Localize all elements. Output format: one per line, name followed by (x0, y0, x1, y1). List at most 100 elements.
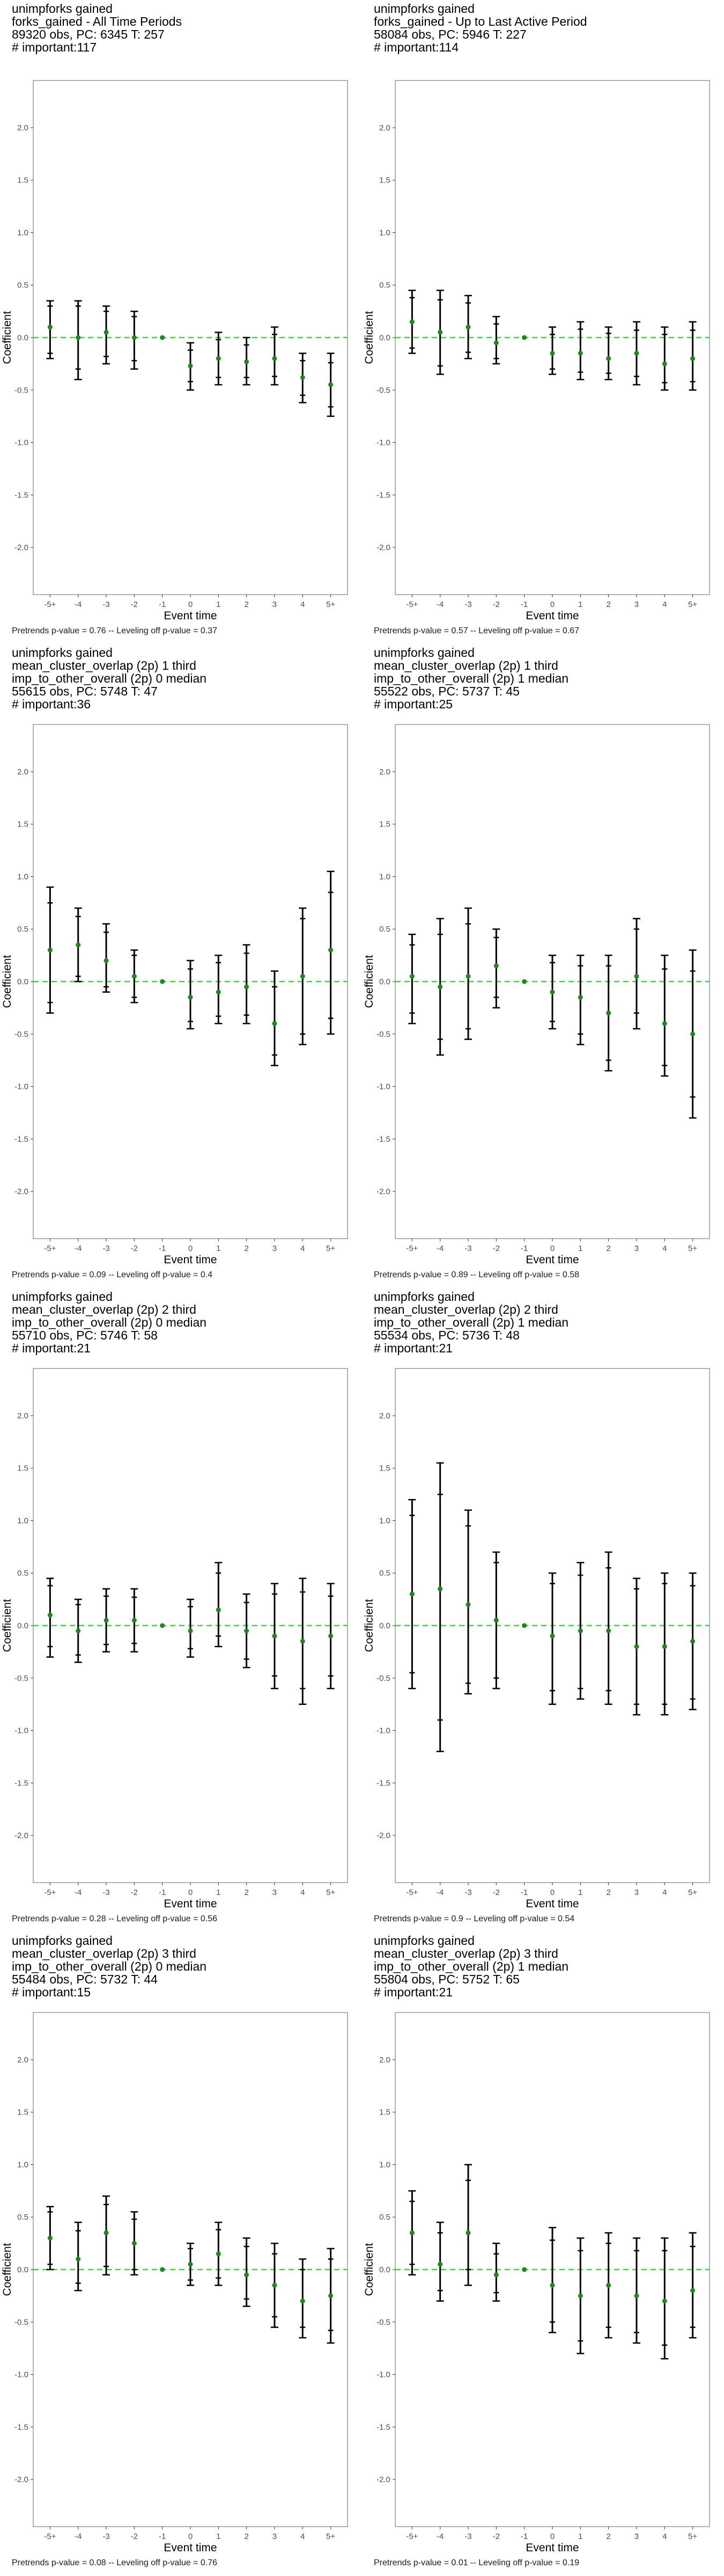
point-estimate (578, 2293, 583, 2299)
x-tick-label: -5+ (44, 1888, 56, 1897)
chart-title-line: unimpforks gained (374, 646, 475, 660)
x-tick-label: 4 (662, 2532, 667, 2541)
x-tick-label: 3 (272, 1888, 277, 1897)
chart-title-line: 55804 obs, PC: 5752 T: 65 (374, 1972, 520, 1986)
x-tick-label: 5+ (688, 1244, 697, 1253)
x-axis-title: Event time (526, 2542, 579, 2554)
y-tick-label: -2.0 (376, 2475, 390, 2484)
point-estimate (272, 1634, 277, 1639)
y-tick-label: 0.5 (379, 281, 390, 290)
point-estimate (493, 1618, 499, 1623)
x-tick-label: -2 (131, 1888, 138, 1897)
p-value-caption: Pretrends p-value = 0.89 -- Leveling off… (374, 1270, 579, 1279)
point-estimate (328, 2293, 334, 2299)
chart-title-line: imp_to_other_overall (2p) 1 median (374, 1315, 568, 1329)
x-tick-label: -4 (75, 1888, 82, 1897)
point-estimate (76, 2256, 81, 2262)
y-tick-label: 0.5 (379, 925, 390, 934)
x-tick-label: 2 (244, 2532, 248, 2541)
point-estimate (76, 1628, 81, 1634)
y-tick-label: -0.5 (14, 1030, 28, 1039)
x-tick-label: -5+ (406, 2532, 418, 2541)
point-estimate (409, 974, 415, 979)
chart-title-line: imp_to_other_overall (2p) 1 median (374, 1959, 568, 1973)
y-tick-label: 0.5 (17, 925, 28, 934)
point-estimate (188, 363, 193, 369)
x-tick-label: -4 (75, 1244, 82, 1253)
chart-title-line: 55615 obs, PC: 5748 T: 47 (12, 684, 158, 698)
coefficient-plot: unimpforks gained mean_cluster_overlap (2… (362, 644, 724, 1288)
point-estimate (104, 958, 109, 963)
y-tick-label: 1.5 (17, 820, 28, 829)
point-estimate (300, 2299, 305, 2304)
x-tick-label: -5+ (44, 2532, 56, 2541)
x-tick-label: -5+ (406, 1888, 418, 1897)
chart-title-line: # important:15 (12, 1985, 91, 1999)
x-tick-label: 0 (188, 1244, 193, 1253)
y-tick-label: -1.0 (376, 438, 390, 448)
p-value-caption: Pretrends p-value = 0.28 -- Leveling off… (12, 1914, 217, 1923)
x-tick-label: -2 (493, 600, 500, 609)
x-tick-label: 4 (662, 1244, 667, 1253)
y-tick-label: 1.5 (17, 176, 28, 185)
x-tick-label: -5+ (406, 600, 418, 609)
y-tick-label: 1.0 (379, 872, 390, 881)
point-estimate (690, 356, 696, 361)
x-tick-label: 2 (244, 600, 248, 609)
y-tick-label: 1.5 (379, 820, 390, 829)
chart-title-line: # important:114 (374, 40, 459, 54)
x-tick-label: 1 (578, 2532, 582, 2541)
y-axis-title: Coefficient (1, 1599, 13, 1652)
y-tick-label: 1.5 (379, 1464, 390, 1473)
point-estimate (160, 335, 165, 340)
y-tick-label: -1.0 (376, 1082, 390, 1092)
point-estimate (466, 1602, 471, 1607)
point-estimate (662, 1644, 667, 1649)
x-tick-label: -4 (437, 600, 444, 609)
x-tick-label: 2 (244, 1888, 248, 1897)
x-axis-title: Event time (526, 610, 579, 622)
chart-title-line: forks_gained - Up to Last Active Period (374, 14, 587, 28)
point-estimate (300, 1638, 305, 1644)
point-estimate (131, 335, 137, 340)
chart-title-line: unimpforks gained (12, 2, 113, 16)
point-estimate (216, 356, 221, 361)
chart-title-line: 89320 obs, PC: 6345 T: 257 (12, 27, 165, 41)
p-value-caption: Pretrends p-value = 0.76 -- Leveling off… (12, 626, 217, 635)
y-tick-label: -2.0 (376, 1187, 390, 1196)
x-axis-title: Event time (164, 1898, 217, 1910)
chart-title-line: imp_to_other_overall (2p) 0 median (12, 1959, 206, 1973)
x-tick-label: 0 (188, 2532, 193, 2541)
point-estimate (131, 1618, 137, 1623)
point-estimate (466, 2230, 471, 2236)
y-tick-label: -1.5 (14, 1135, 28, 1144)
y-tick-label: 1.0 (17, 228, 28, 237)
point-estimate (188, 1628, 193, 1634)
x-tick-label: 4 (300, 1244, 305, 1253)
x-tick-label: 5+ (326, 1888, 335, 1897)
chart-title-line: 58084 obs, PC: 5946 T: 227 (374, 27, 527, 41)
x-tick-label: 0 (550, 2532, 555, 2541)
y-tick-label: 0.0 (17, 1621, 28, 1630)
chart-title-line: 55522 obs, PC: 5737 T: 45 (374, 684, 520, 698)
point-estimate (409, 2230, 415, 2236)
x-tick-label: -2 (131, 2532, 138, 2541)
x-axis-title: Event time (164, 610, 217, 622)
point-estimate (634, 350, 639, 356)
point-estimate (522, 979, 527, 984)
chart-title-line: unimpforks gained (374, 2, 475, 16)
x-tick-label: 3 (634, 2532, 639, 2541)
chart-title-line: # important:21 (374, 1985, 453, 1999)
y-tick-label: -1.0 (14, 438, 28, 448)
point-estimate (606, 1628, 611, 1634)
point-estimate (438, 984, 443, 990)
chart-title-line: 55534 obs, PC: 5736 T: 48 (374, 1328, 520, 1342)
point-estimate (131, 974, 137, 979)
y-tick-label: 1.0 (17, 2160, 28, 2169)
chart-title-line: mean_cluster_overlap (2p) 3 third (12, 1946, 196, 1960)
x-tick-label: 1 (216, 1244, 220, 1253)
chart-title-line: mean_cluster_overlap (2p) 1 third (12, 658, 196, 672)
p-value-caption: Pretrends p-value = 0.09 -- Leveling off… (12, 1270, 212, 1279)
y-tick-label: 2.0 (17, 1411, 28, 1421)
